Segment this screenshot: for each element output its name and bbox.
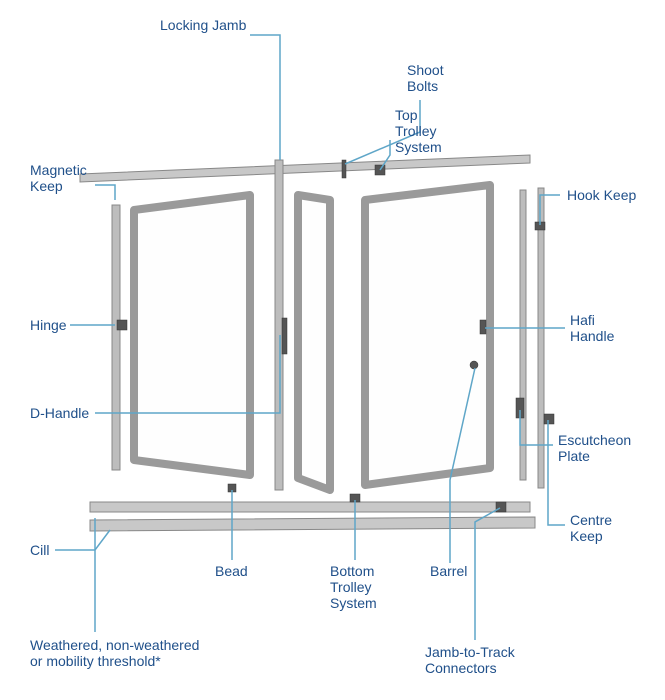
cill-leader [55,530,110,550]
top-trolley-label: TopTrolleySystem [395,107,442,155]
bead-label: Bead [215,563,248,579]
bottom-track-1 [90,502,530,512]
escutcheon-label: EscutcheonPlate [558,432,631,464]
shoot-bolt-hw [342,160,346,178]
panel-left [134,195,250,475]
hafi-hw [480,320,486,334]
jtc-hw [496,502,506,512]
magnetic-keep-leader [95,185,115,200]
top-track [80,155,530,182]
d-handle-hw [282,318,287,354]
jamb-far-right-b [538,188,544,488]
locking-jamb-label: Locking Jamb [160,17,247,33]
magnetic-keep-label: MagneticKeep [30,162,87,194]
bottom-trolley-label: BottomTrolleySystem [330,563,377,611]
bottom-track-2 [90,517,535,531]
cill-label: Cill [30,542,49,558]
jamb-far-right-a [520,190,526,480]
panel-mid [298,195,330,490]
barrel-label: Barrel [430,563,467,579]
weathered-label: Weathered, non-weatheredor mobility thre… [30,637,199,669]
jamb-to-track-label: Jamb-to-TrackConnectors [425,644,516,676]
panel-right [365,185,490,485]
centre-keep-label: CentreKeep [570,512,612,544]
centre-keep-hw [544,414,554,424]
hook-keep-label: Hook Keep [567,187,636,203]
hinge-hw [117,320,127,330]
shoot-bolts-label: ShootBolts [407,62,444,94]
hafi-handle-label: HafiHandle [570,312,615,344]
jamb-left [112,205,120,470]
locking-jamb-leader [250,35,280,160]
barrel-hw [470,361,478,369]
door-diagram: Locking Jamb ShootBolts TopTrolleySystem Ma… [0,0,665,700]
hinge-label: Hinge [30,317,67,333]
d-handle-label: D-Handle [30,405,89,421]
